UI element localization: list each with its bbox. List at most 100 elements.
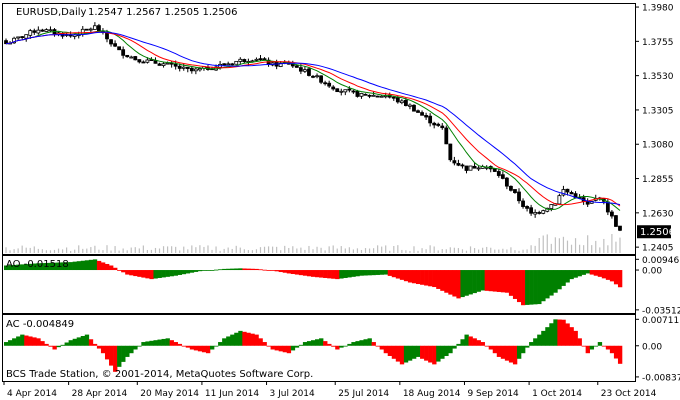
ac-bar bbox=[416, 345, 421, 357]
ao-bar bbox=[290, 270, 296, 275]
y-tick-label: 1.3305 bbox=[642, 106, 674, 116]
ao-bar bbox=[32, 263, 37, 271]
ac-bar bbox=[254, 334, 259, 346]
volume-bar bbox=[389, 250, 391, 253]
candle-body bbox=[48, 29, 53, 32]
ac-bar bbox=[331, 345, 336, 347]
candle-body bbox=[399, 100, 404, 104]
volume-bar bbox=[425, 249, 427, 253]
volume-bar bbox=[356, 248, 359, 253]
ao-bar bbox=[508, 270, 514, 296]
volume-bar bbox=[566, 240, 569, 253]
volume-bar bbox=[37, 248, 39, 253]
ac-bar bbox=[149, 340, 154, 346]
ao-bar bbox=[593, 270, 599, 276]
ac-bar bbox=[282, 345, 288, 353]
ao-bar bbox=[222, 268, 227, 271]
ao-bar bbox=[545, 270, 550, 299]
ao-bar bbox=[464, 270, 469, 296]
volume-bar bbox=[498, 249, 500, 253]
volume-bar bbox=[599, 247, 601, 253]
ac-bar bbox=[573, 330, 578, 346]
ac-bar bbox=[363, 339, 368, 346]
ao-bar bbox=[104, 263, 110, 271]
ao-bar bbox=[270, 270, 275, 271]
volume-bar bbox=[13, 249, 15, 253]
candle-body bbox=[440, 125, 445, 129]
volume-bar bbox=[288, 247, 290, 253]
ao-bar bbox=[205, 270, 211, 271]
candle-body bbox=[339, 90, 344, 93]
ac-bar bbox=[351, 342, 356, 346]
ao-bar bbox=[440, 270, 445, 291]
ac-bar bbox=[339, 345, 344, 348]
ac-bar bbox=[375, 345, 380, 347]
candle-body bbox=[234, 60, 239, 65]
ao-bar bbox=[581, 270, 586, 275]
ac-bar bbox=[577, 338, 582, 346]
volume-bar bbox=[433, 246, 435, 253]
candle-body bbox=[153, 60, 158, 64]
ac-bar bbox=[500, 345, 506, 359]
ac-bar bbox=[68, 340, 73, 346]
ac-bar bbox=[601, 345, 607, 347]
ao-bar bbox=[395, 270, 401, 279]
ac-bar bbox=[230, 334, 235, 346]
ao-bar bbox=[153, 270, 158, 279]
ao-bar bbox=[387, 270, 393, 276]
volume-bar bbox=[421, 248, 423, 253]
candle-body bbox=[97, 25, 101, 32]
ac-bar bbox=[12, 338, 17, 346]
ac-bar bbox=[472, 338, 477, 346]
ao-bar bbox=[500, 270, 506, 293]
volume-bar bbox=[453, 247, 455, 253]
volume-bar bbox=[397, 245, 399, 253]
ao-bar bbox=[553, 270, 558, 293]
candle-body bbox=[521, 200, 525, 207]
ac-bar bbox=[319, 338, 324, 346]
candle-body bbox=[565, 188, 570, 193]
volume-bar bbox=[360, 249, 363, 253]
x-tick-label: 3 Jul 2014 bbox=[270, 389, 315, 399]
y-tick-label: 1.3980 bbox=[642, 4, 674, 14]
ac-bar bbox=[189, 345, 195, 350]
ao-bar bbox=[141, 270, 146, 278]
candle-body bbox=[395, 97, 400, 103]
volume-bar bbox=[615, 241, 617, 253]
ac-bar bbox=[258, 338, 263, 346]
candle-body bbox=[294, 65, 299, 68]
candle-body bbox=[509, 185, 513, 191]
ao-bar bbox=[250, 268, 255, 271]
ao-bar bbox=[351, 270, 356, 277]
ao-bar bbox=[298, 270, 304, 276]
volume-bar bbox=[247, 250, 249, 253]
volume-bar bbox=[33, 246, 35, 253]
ac-bar bbox=[355, 341, 360, 346]
ac-bar bbox=[516, 345, 522, 359]
volume-bar bbox=[102, 250, 104, 253]
volume-bar bbox=[409, 250, 411, 253]
ao-bar bbox=[96, 260, 102, 271]
candle-body bbox=[161, 63, 166, 66]
ao-bar bbox=[472, 270, 477, 294]
candle-body bbox=[464, 165, 469, 171]
volume-bar bbox=[78, 245, 80, 253]
candle-body bbox=[408, 104, 412, 107]
y-tick-label: 0.00946 bbox=[642, 256, 679, 266]
candle-body bbox=[504, 177, 509, 187]
ac-bar bbox=[597, 342, 603, 346]
ao-bar bbox=[12, 264, 17, 271]
ac-bar bbox=[399, 345, 405, 365]
volume-bar bbox=[90, 247, 92, 253]
ac-bar bbox=[266, 345, 271, 347]
ao-bar bbox=[258, 269, 263, 271]
volume-bar bbox=[272, 246, 274, 253]
volume-bar bbox=[591, 245, 593, 253]
volume-bar bbox=[530, 245, 532, 253]
ac-bar bbox=[488, 345, 494, 350]
volume-bar bbox=[138, 248, 140, 253]
ao-bar bbox=[601, 270, 607, 279]
volume-bar bbox=[53, 249, 56, 253]
ac-bar bbox=[88, 339, 94, 346]
